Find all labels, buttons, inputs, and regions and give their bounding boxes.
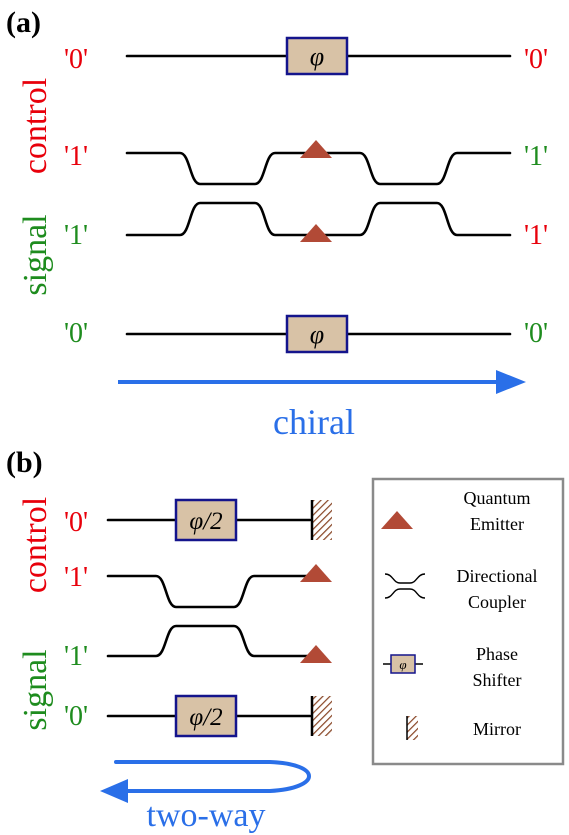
legend-coupler-line2: Coupler: [468, 592, 526, 612]
legend-emitter-line1: Quantum: [464, 488, 531, 508]
panel-b-mirror-top: [310, 500, 332, 540]
panel-a-chiral-label: chiral: [273, 402, 355, 442]
legend-coupler-line1: Directional: [457, 566, 538, 586]
panel-b-two-way-arrowhead: [100, 779, 128, 803]
legend-coupler-icon: [384, 573, 426, 599]
panel-a-chiral-arrowhead: [496, 370, 526, 394]
panel-a: (a) control signal '0' '1' '1' '0' '0' '…: [6, 6, 548, 442]
panel-a-phase-shifter-bottom: φ: [285, 314, 349, 354]
panel-a-row3-left: '0': [64, 318, 88, 349]
panel-a-emitter-bottom: [300, 224, 332, 242]
panel-b: (b) control signal '0' '1' '1' '0' φ/2 φ…: [6, 446, 332, 834]
panel-b-mirror-bottom: [310, 696, 332, 736]
panel-b-phase-symbol-bottom: φ/2: [189, 704, 222, 731]
panel-b-row2-left: '1': [64, 641, 88, 672]
panel-a-row1-left: '1': [64, 141, 88, 172]
legend-shifter-line2: Shifter: [473, 670, 522, 690]
panel-b-row0-left: '0': [64, 507, 88, 538]
legend-emitter-line2: Emitter: [470, 514, 524, 534]
panel-a-phase-shifter-top: φ: [285, 36, 349, 76]
panel-a-emitter-top: [300, 140, 332, 158]
panel-a-row1-right: '1': [524, 141, 548, 172]
panel-b-row3-left: '0': [64, 701, 88, 732]
panel-b-phase-shifter-top: φ/2: [174, 498, 238, 542]
panel-a-row0-left: '0': [64, 44, 88, 75]
panel-b-label: (b): [6, 446, 43, 479]
panel-b-emitter-bottom: [300, 645, 332, 663]
legend-mirror-icon: [406, 716, 418, 740]
panel-a-row2-left: '1': [64, 220, 88, 251]
panel-a-phase-symbol-top: φ: [310, 42, 324, 71]
panel-b-phase-symbol-top: φ/2: [189, 508, 222, 535]
legend-mirror-label: Mirror: [473, 719, 521, 739]
legend-shifter-line1: Phase: [476, 644, 518, 664]
panel-b-row1-left: '1': [64, 562, 88, 593]
panel-b-two-way-arrow: [114, 760, 311, 793]
panel-a-row2-right: '1': [524, 220, 548, 251]
panel-b-two-way-label: two-way: [147, 797, 266, 834]
panel-b-control-label: control: [17, 497, 54, 593]
legend-shifter-icon: φ: [383, 654, 423, 674]
panel-b-waveguide-1: [106, 574, 312, 609]
panel-a-label: (a): [6, 6, 41, 39]
panel-a-row3-right: '0': [524, 318, 548, 349]
panel-a-row0-right: '0': [524, 44, 548, 75]
panel-b-waveguide-2: [106, 624, 312, 658]
panel-a-signal-label: signal: [17, 214, 54, 295]
panel-a-phase-symbol-bottom: φ: [310, 320, 324, 349]
panel-b-phase-shifter-bottom: φ/2: [174, 694, 238, 738]
panel-b-signal-label: signal: [17, 649, 54, 730]
legend-emitter-icon: [381, 511, 413, 529]
legend: Quantum Emitter Directional Coupler φ Ph…: [371, 477, 565, 766]
panel-b-emitter-top: [300, 564, 332, 582]
panel-a-control-label: control: [17, 78, 54, 174]
legend-shifter-symbol: φ: [399, 657, 406, 672]
